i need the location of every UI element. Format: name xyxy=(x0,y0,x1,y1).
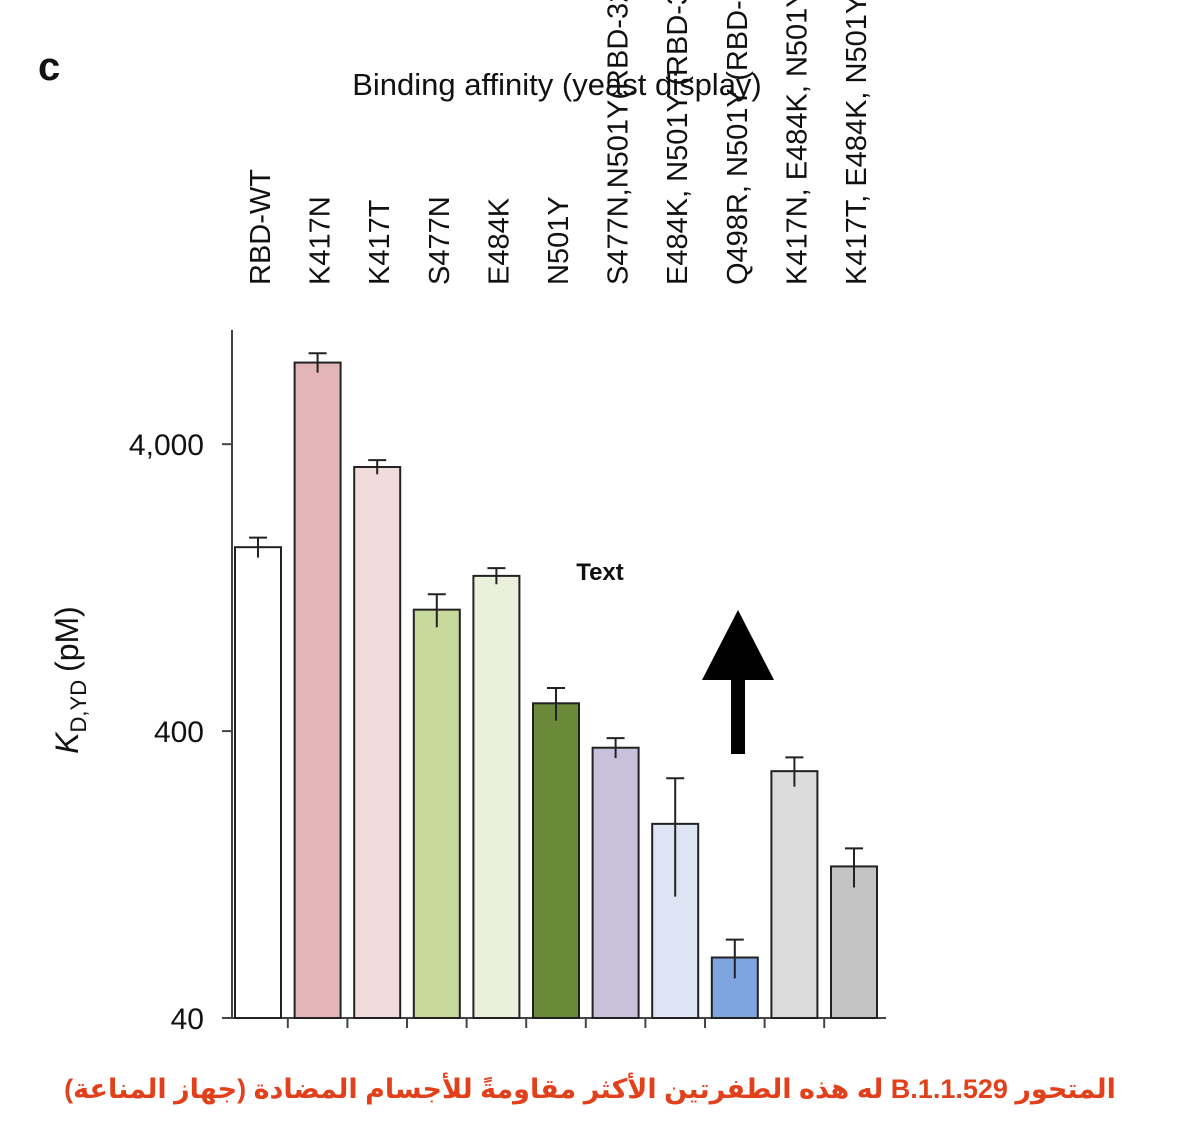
bar xyxy=(532,702,580,1020)
x-tick-label: S477N xyxy=(424,196,456,285)
arrow xyxy=(702,610,774,754)
chart-title: Binding affinity (yeast display) xyxy=(352,67,762,102)
x-tick-label: K417T, E484K, N501Y (P.1) xyxy=(841,0,873,285)
y-tick-label: 4,000 xyxy=(129,429,204,462)
bar xyxy=(472,574,521,1019)
bar xyxy=(412,608,461,1019)
x-tick-label: E484K, N501Y (RBD-33) xyxy=(662,0,694,285)
y-label-unit: (pM) xyxy=(49,606,85,672)
bar xyxy=(234,546,282,1020)
y-tick-label: 40 xyxy=(171,1003,204,1036)
x-tick-label: RBD-WT xyxy=(245,169,277,285)
bar xyxy=(293,361,342,1020)
y-axis-label: KD,YD (pM) xyxy=(49,606,91,754)
annotation: Text xyxy=(576,559,624,586)
x-tick-label: S477N,N501Y(RBD-32) xyxy=(603,0,635,285)
bar xyxy=(770,770,819,1019)
caption: المتحور B.1.1.529 له هذه الطفرتين الأكثر… xyxy=(64,1072,1116,1105)
x-tick-label: K417N, E484K, N501Y (B1.351) xyxy=(781,0,813,285)
y-tick-label: 400 xyxy=(154,716,204,749)
bar xyxy=(591,746,640,1019)
x-tick-label: N501Y xyxy=(543,196,575,285)
x-tick-label: Q498R, N501Y (RBD-48) xyxy=(722,0,754,285)
y-label-subscript: D,YD xyxy=(66,680,91,733)
panel-label: c xyxy=(38,45,60,89)
y-label-symbol: K xyxy=(49,731,85,754)
x-tick-label: K417T xyxy=(364,199,396,285)
bar xyxy=(353,466,402,1020)
bar xyxy=(830,865,878,1019)
x-tick-label: K417N xyxy=(305,196,337,285)
x-tick-label: E484K xyxy=(483,197,515,285)
